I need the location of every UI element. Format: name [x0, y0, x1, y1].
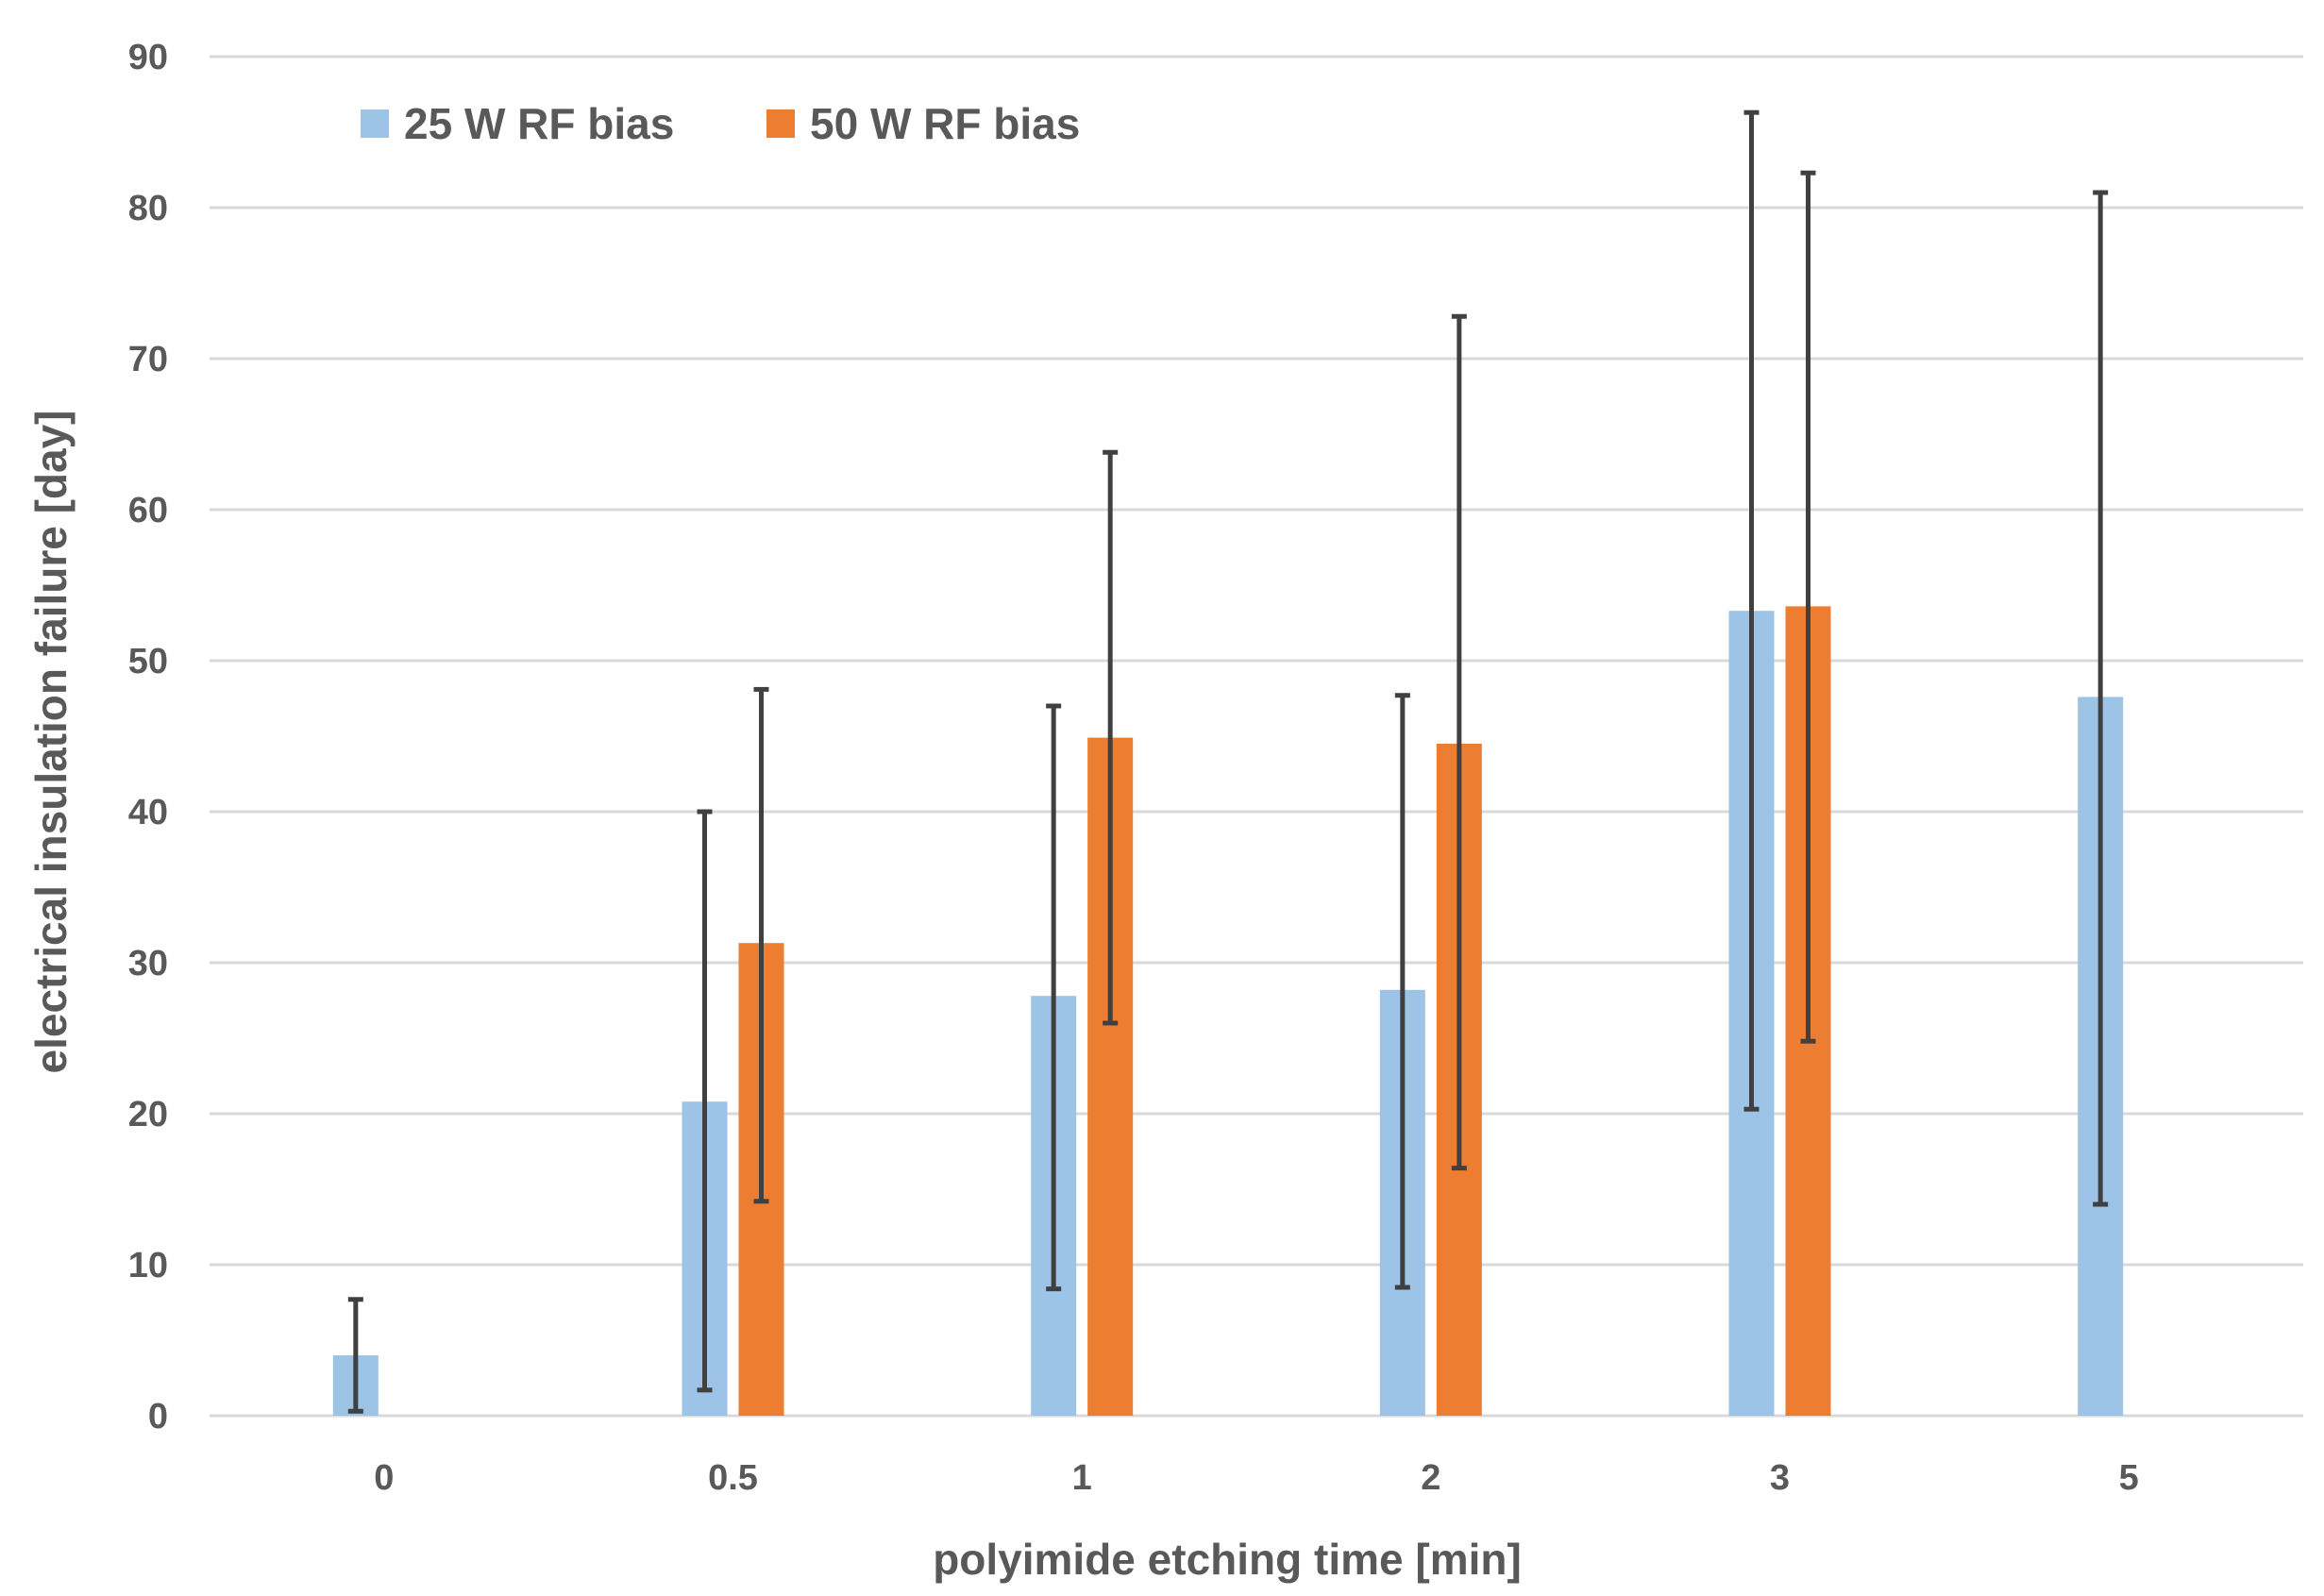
y-tick-label-20: 20	[128, 1095, 168, 1134]
y-tick-label-40: 40	[128, 793, 168, 832]
legend-label-1: 25 W RF bias	[404, 99, 674, 148]
error-bar-series2-2	[1451, 313, 1467, 1171]
y-tick-label-30: 30	[128, 944, 168, 983]
legend-label-2: 50 W RF bias	[810, 99, 1080, 148]
legend-swatch-2	[766, 109, 795, 138]
error-bar-series1-5	[2093, 190, 2109, 1207]
y-axis-ticks: 0 10 20 30 40 50 60 70 80 90	[128, 38, 168, 1436]
y-tick-label-70: 70	[128, 340, 168, 379]
error-bar-series1-3	[1743, 109, 1760, 1112]
x-tick-label-1: 1	[1072, 1458, 1092, 1498]
y-tick-label-50: 50	[128, 642, 168, 681]
x-axis-ticks: 0 0.5 1 2 3 5	[374, 1458, 2138, 1498]
x-tick-label-2: 2	[1421, 1458, 1440, 1498]
y-tick-label-0: 0	[148, 1397, 168, 1436]
error-bars	[347, 109, 2109, 1414]
bars	[332, 606, 2124, 1416]
x-tick-label-5: 5	[2119, 1458, 2139, 1498]
gridlines	[210, 55, 2303, 1418]
error-bar-series2-1	[1103, 449, 1119, 1026]
y-tick-label-10: 10	[128, 1246, 168, 1285]
error-bar-series2-0.5	[753, 686, 769, 1204]
legend-swatch-1	[361, 109, 389, 138]
y-tick-label-60: 60	[128, 491, 168, 530]
error-bar-series1-1	[1046, 703, 1062, 1292]
x-tick-label-0.5: 0.5	[708, 1458, 758, 1498]
error-bar-series1-2	[1394, 693, 1410, 1290]
error-bar-series1-0	[347, 1297, 363, 1414]
x-axis-title: polyimide etching time [min]	[933, 1535, 1522, 1584]
x-tick-label-0: 0	[374, 1458, 394, 1498]
y-tick-label-90: 90	[128, 38, 168, 77]
y-tick-label-80: 80	[128, 189, 168, 228]
error-bar-series2-3	[1800, 170, 1816, 1044]
x-tick-label-3: 3	[1770, 1458, 1790, 1498]
error-bar-series1-0.5	[697, 809, 713, 1393]
y-axis-title: electrical insulation failure [day]	[26, 411, 76, 1074]
legend: 25 W RF bias 50 W RF bias	[361, 99, 1080, 148]
